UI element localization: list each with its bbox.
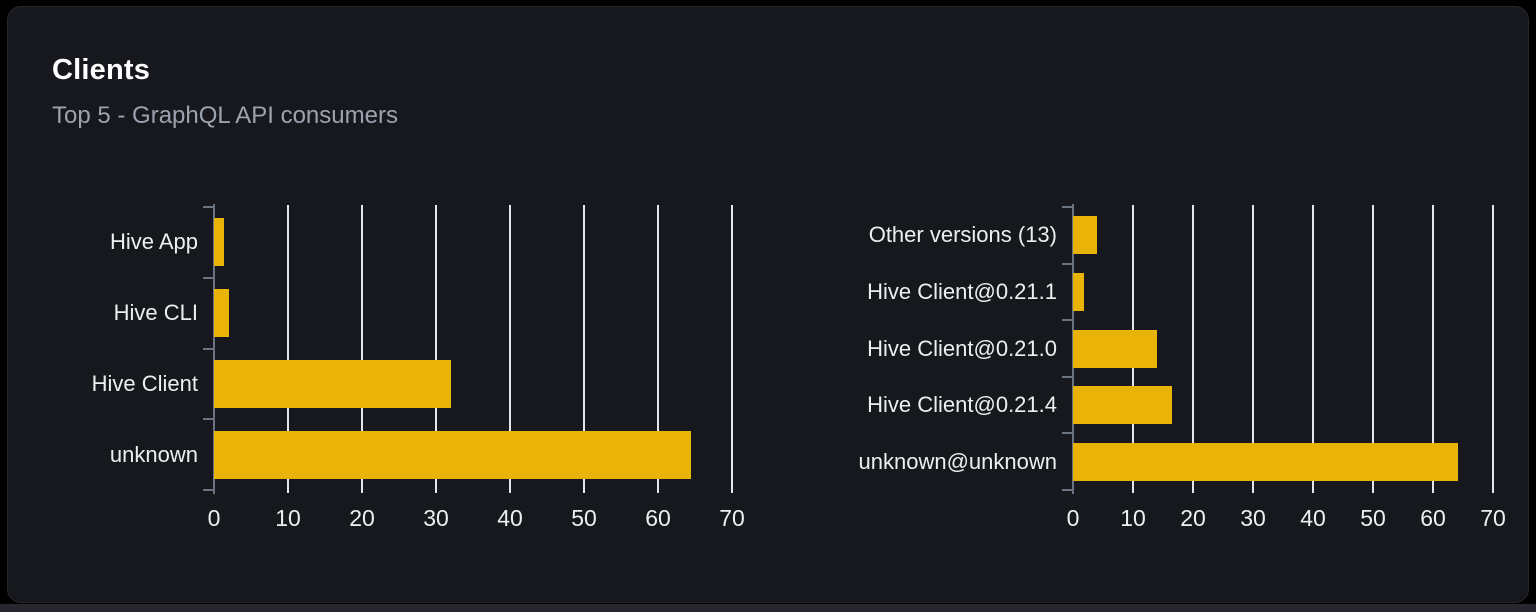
x-axis-tick-label: 50: [1360, 505, 1386, 531]
x-axis-tick-label: 20: [1180, 505, 1206, 531]
x-axis-tick-label: 50: [571, 505, 597, 531]
gridline: [583, 205, 585, 493]
gridline: [1372, 205, 1374, 493]
bar-hive-client-0-21-0[interactable]: [1073, 329, 1157, 368]
bar-unknown[interactable]: [214, 430, 692, 479]
y-axis-tick: [203, 276, 213, 279]
y-axis-line: [213, 204, 215, 494]
x-axis-tick-label: 60: [645, 505, 671, 531]
bottom-divider: [0, 604, 1536, 612]
category-label-unknown-unknown: unknown@unknown: [858, 448, 1057, 474]
x-axis-tick-label: 20: [349, 505, 375, 531]
gridline: [731, 205, 733, 493]
bar-hive-app[interactable]: [214, 218, 225, 267]
y-axis-tick: [1062, 432, 1072, 435]
gridline: [657, 205, 659, 493]
gridline: [1252, 205, 1254, 493]
y-axis-tick: [203, 418, 213, 421]
x-axis-tick-label: 30: [1240, 505, 1266, 531]
y-axis-tick: [1062, 489, 1072, 491]
category-label-hive-client-0-21-4: Hive Client@0.21.4: [867, 392, 1057, 418]
y-axis-tick: [1062, 319, 1072, 322]
bar-hive-client-0-21-4[interactable]: [1073, 386, 1172, 425]
x-axis-tick-label: 10: [1120, 505, 1146, 531]
category-label-other-versions-13: Other versions (13): [868, 222, 1057, 248]
clients-by-version-chart: 0 10 20 30 40 50 60 70 Other versions (13) Hive C…: [859, 204, 1506, 531]
y-axis-tick: [1062, 206, 1072, 208]
y-axis-tick: [203, 347, 213, 350]
clients-by-name-chart: 0 10 20 30 40 50 60 70 Hive App Hive CLI Hive Clie…: [92, 204, 745, 531]
y-axis-tick: [203, 489, 213, 491]
gridline: [1312, 205, 1314, 493]
clients-panel-card: Clients Top 5 - GraphQL API consumers: [7, 6, 1529, 603]
x-axis-tick-label: 10: [275, 505, 301, 531]
bar-hive-cli[interactable]: [214, 289, 229, 338]
panel-title: Clients: [52, 54, 151, 86]
bar-other-versions-13[interactable]: [1073, 216, 1097, 255]
y-axis-tick: [1062, 375, 1072, 378]
gridline: [1492, 205, 1494, 493]
x-axis-tick-label: 0: [207, 505, 221, 531]
gridline: [435, 205, 437, 493]
bar-hive-client-0-21-1[interactable]: [1073, 272, 1085, 311]
category-label-unknown: unknown: [109, 441, 198, 467]
x-axis-tick-label: 70: [719, 505, 745, 531]
x-axis-tick-label: 0: [1066, 505, 1080, 531]
x-axis-tick-label: 40: [1300, 505, 1326, 531]
x-axis-tick-label: 70: [1480, 505, 1506, 531]
category-label-hive-app: Hive App: [109, 229, 198, 255]
category-label-hive-client-0-21-0: Hive Client@0.21.0: [867, 335, 1057, 361]
gridline: [361, 205, 363, 493]
y-axis-tick: [1062, 262, 1072, 265]
x-axis-tick-label: 40: [497, 505, 523, 531]
category-label-hive-cli: Hive CLI: [113, 300, 198, 326]
x-axis-tick-label: 30: [423, 505, 449, 531]
bar-unknown-unknown[interactable]: [1073, 442, 1459, 481]
gridline: [509, 205, 511, 493]
gridline: [1192, 205, 1194, 493]
bar-hive-client[interactable]: [214, 359, 451, 408]
gridline: [287, 205, 289, 493]
panel-subtitle: Top 5 - GraphQL API consumers: [52, 102, 398, 129]
gridline: [1432, 205, 1434, 493]
y-axis-tick: [203, 206, 213, 208]
x-axis-tick-label: 60: [1420, 505, 1446, 531]
category-label-hive-client-0-21-1: Hive Client@0.21.1: [867, 278, 1057, 304]
category-label-hive-client: Hive Client: [91, 370, 198, 396]
